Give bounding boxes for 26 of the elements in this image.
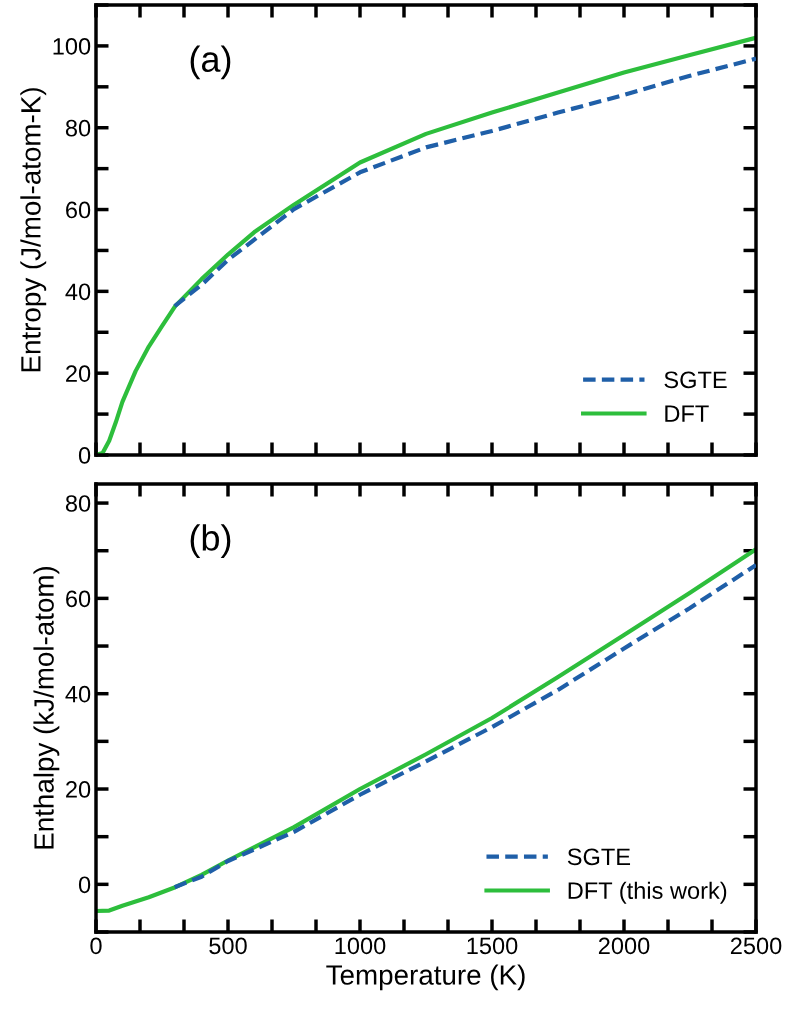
y-tick-label: 40 bbox=[65, 685, 91, 703]
x-tick-label: 1000 bbox=[335, 937, 386, 955]
legend-label: SGTE bbox=[567, 848, 631, 866]
y-tick-label: 80 bbox=[65, 495, 91, 512]
y-tick-label: 0 bbox=[78, 447, 91, 464]
y-tick-label: 20 bbox=[66, 781, 91, 798]
y-axis-title: Enthalpy (kJ/mol-atom) bbox=[33, 566, 60, 849]
y-tick-label: 40 bbox=[65, 283, 91, 301]
y-tick-label: 60 bbox=[66, 590, 91, 608]
legend-label: DFT bbox=[665, 405, 709, 422]
y-tick-label: 100 bbox=[53, 37, 91, 55]
annotation: (b) bbox=[190, 524, 231, 558]
x-tick-label: 2000 bbox=[598, 937, 650, 955]
y-tick-label: 20 bbox=[66, 365, 91, 382]
y-tick-label: 0 bbox=[78, 876, 91, 894]
legend-label: DFT (this work) bbox=[568, 881, 727, 904]
x-tick-label: 2500 bbox=[730, 937, 782, 955]
x-axis-title: Temperature (K) bbox=[326, 964, 525, 991]
y-tick-label: 60 bbox=[66, 201, 91, 219]
annotation: (a) bbox=[190, 45, 231, 80]
legend-label: SGTE bbox=[664, 371, 727, 389]
x-tick-label: 500 bbox=[209, 937, 247, 955]
y-axis-title: Entropy (J/mol-atom-K) bbox=[20, 88, 47, 372]
x-tick-label: 1500 bbox=[467, 937, 518, 955]
y-tick-label: 80 bbox=[65, 119, 91, 137]
x-tick-label: 0 bbox=[90, 937, 102, 955]
